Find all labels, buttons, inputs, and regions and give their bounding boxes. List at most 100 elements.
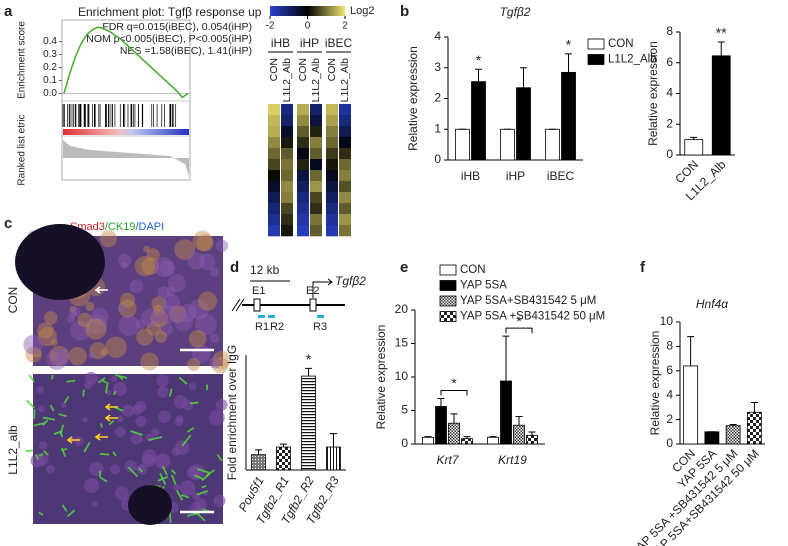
error-bar — [502, 335, 510, 382]
heat-cell — [339, 137, 351, 149]
chart-title: Hnf4α — [696, 297, 729, 311]
texture-spot — [141, 308, 161, 328]
bar — [422, 436, 434, 445]
exon — [309, 298, 317, 312]
heat-cell — [339, 104, 351, 116]
y-tick-label: 0 — [434, 152, 441, 166]
texture-streak — [178, 376, 188, 385]
error-bar — [687, 336, 695, 366]
y-tick-label: 2 — [666, 116, 673, 130]
colorbar-tick-label: 2 — [342, 21, 348, 32]
texture-spot — [85, 318, 107, 340]
texture-spot — [173, 483, 181, 491]
texture-spot — [179, 480, 196, 496]
heat-cell — [281, 181, 293, 193]
texture-spot — [152, 304, 165, 317]
texture-spot — [118, 315, 140, 337]
heat-cell — [310, 104, 322, 116]
y-tick-label: 10 — [395, 369, 409, 383]
y-axis-label: Relative expression — [646, 41, 660, 146]
x-tick-label: Krt19 — [498, 453, 527, 467]
x-tick-label: Krt7 — [436, 453, 459, 467]
y-tick-label: 1 — [434, 121, 441, 135]
texture-streak — [38, 453, 44, 457]
texture-streak — [161, 465, 168, 476]
texture-spot — [157, 386, 169, 398]
heat-cell — [297, 104, 309, 116]
texture-spot — [166, 286, 176, 296]
texture-spot — [187, 357, 201, 371]
error-bar — [520, 67, 527, 88]
texture-streak — [63, 395, 70, 404]
heat-cell — [268, 148, 280, 160]
texture-streak — [42, 419, 49, 426]
texture-spot — [209, 333, 220, 343]
texture-spot — [37, 326, 57, 347]
y-axis-label: Relative expression — [648, 331, 662, 436]
texture-spot — [215, 239, 229, 253]
heat-cell — [281, 159, 293, 171]
texture-streak — [50, 374, 54, 380]
error-bar — [437, 397, 445, 407]
heat-cell — [310, 192, 322, 204]
heat-cell — [339, 181, 351, 193]
heat-cell — [268, 115, 280, 127]
bar — [746, 411, 762, 445]
texture-spot — [208, 409, 225, 426]
ranked-metric — [63, 140, 189, 176]
texture-spot — [50, 338, 58, 347]
error-bar — [717, 41, 725, 56]
enrichment-line — [63, 26, 189, 99]
legend-swatch — [439, 311, 457, 322]
texture-streak — [114, 374, 128, 379]
texture-spot — [159, 260, 176, 277]
texture-streak — [61, 504, 68, 512]
texture-streak — [83, 441, 91, 453]
texture-spot — [162, 293, 180, 312]
texture-streak — [66, 379, 76, 383]
panel-letter: e — [400, 259, 408, 276]
texture-spot — [159, 321, 174, 336]
bar — [455, 128, 470, 161]
texture-streak — [101, 379, 107, 384]
heat-cell — [310, 115, 322, 127]
y-tick-label: 10 — [660, 314, 674, 328]
column-label: CON — [268, 58, 280, 81]
texture-spot — [121, 404, 135, 417]
texture-streak — [53, 431, 61, 435]
stain: /DAPI — [135, 221, 164, 233]
heat-cell — [339, 203, 351, 215]
legend-label: CON — [608, 38, 634, 50]
texture-spot — [129, 279, 144, 294]
texture-spot — [46, 348, 68, 370]
heat-cell — [339, 115, 351, 127]
y-tick-label: 5 — [401, 403, 408, 417]
texture-spot — [124, 459, 137, 473]
texture-streak — [105, 382, 109, 394]
error-bar — [515, 416, 523, 426]
texture-spot — [49, 351, 59, 360]
heat-cell — [281, 148, 293, 160]
texture-spot — [68, 309, 78, 319]
heat-cell — [326, 104, 338, 116]
legend-swatch — [587, 54, 605, 65]
texture-spot — [32, 348, 42, 358]
heat-cell — [297, 192, 309, 204]
bar — [683, 365, 699, 445]
texture-spot — [157, 286, 170, 299]
texture-spot — [69, 305, 77, 313]
texture-spot — [54, 349, 70, 364]
heat-cell — [339, 214, 351, 226]
y-tick-label: 8 — [666, 339, 673, 353]
texture-spot — [187, 251, 205, 270]
texture-streak — [26, 399, 35, 409]
y-tick-label: 15 — [395, 336, 409, 350]
bar — [435, 406, 447, 445]
panel-letter: d — [230, 259, 239, 276]
lumen — [15, 224, 105, 300]
significance: * — [451, 375, 457, 391]
error-bar — [690, 136, 698, 140]
heat-cell — [281, 126, 293, 138]
heat-cell — [281, 225, 293, 237]
region — [268, 315, 275, 318]
